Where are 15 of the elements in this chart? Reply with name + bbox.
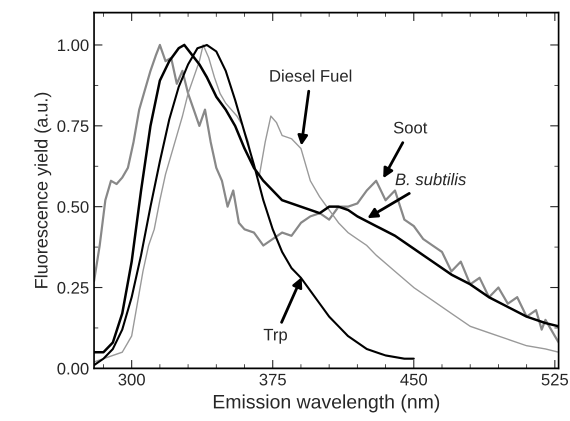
annotation: Trp [264,328,287,344]
x-tick-label: 450 [400,374,428,386]
x-tick-label: 300 [118,374,145,386]
y-tick-label: 1.00 [58,39,89,52]
annotation: Soot [394,122,428,134]
y-tick-label: 0.50 [57,201,89,213]
annotation: Diesel Fuel [270,70,352,82]
y-tick-label: 0.00 [57,362,89,375]
x-tick-label: 525 [542,374,568,386]
y-axis-title: Fluorescence yield (a.u.) [34,92,52,288]
y-tick-label: 0.75 [57,120,88,132]
annotation: B. subtilis [395,173,466,186]
x-tick-label: 375 [259,374,286,386]
y-tick-label: 0.25 [57,282,88,294]
x-axis-title: Emission wavelength (nm) [214,394,440,412]
